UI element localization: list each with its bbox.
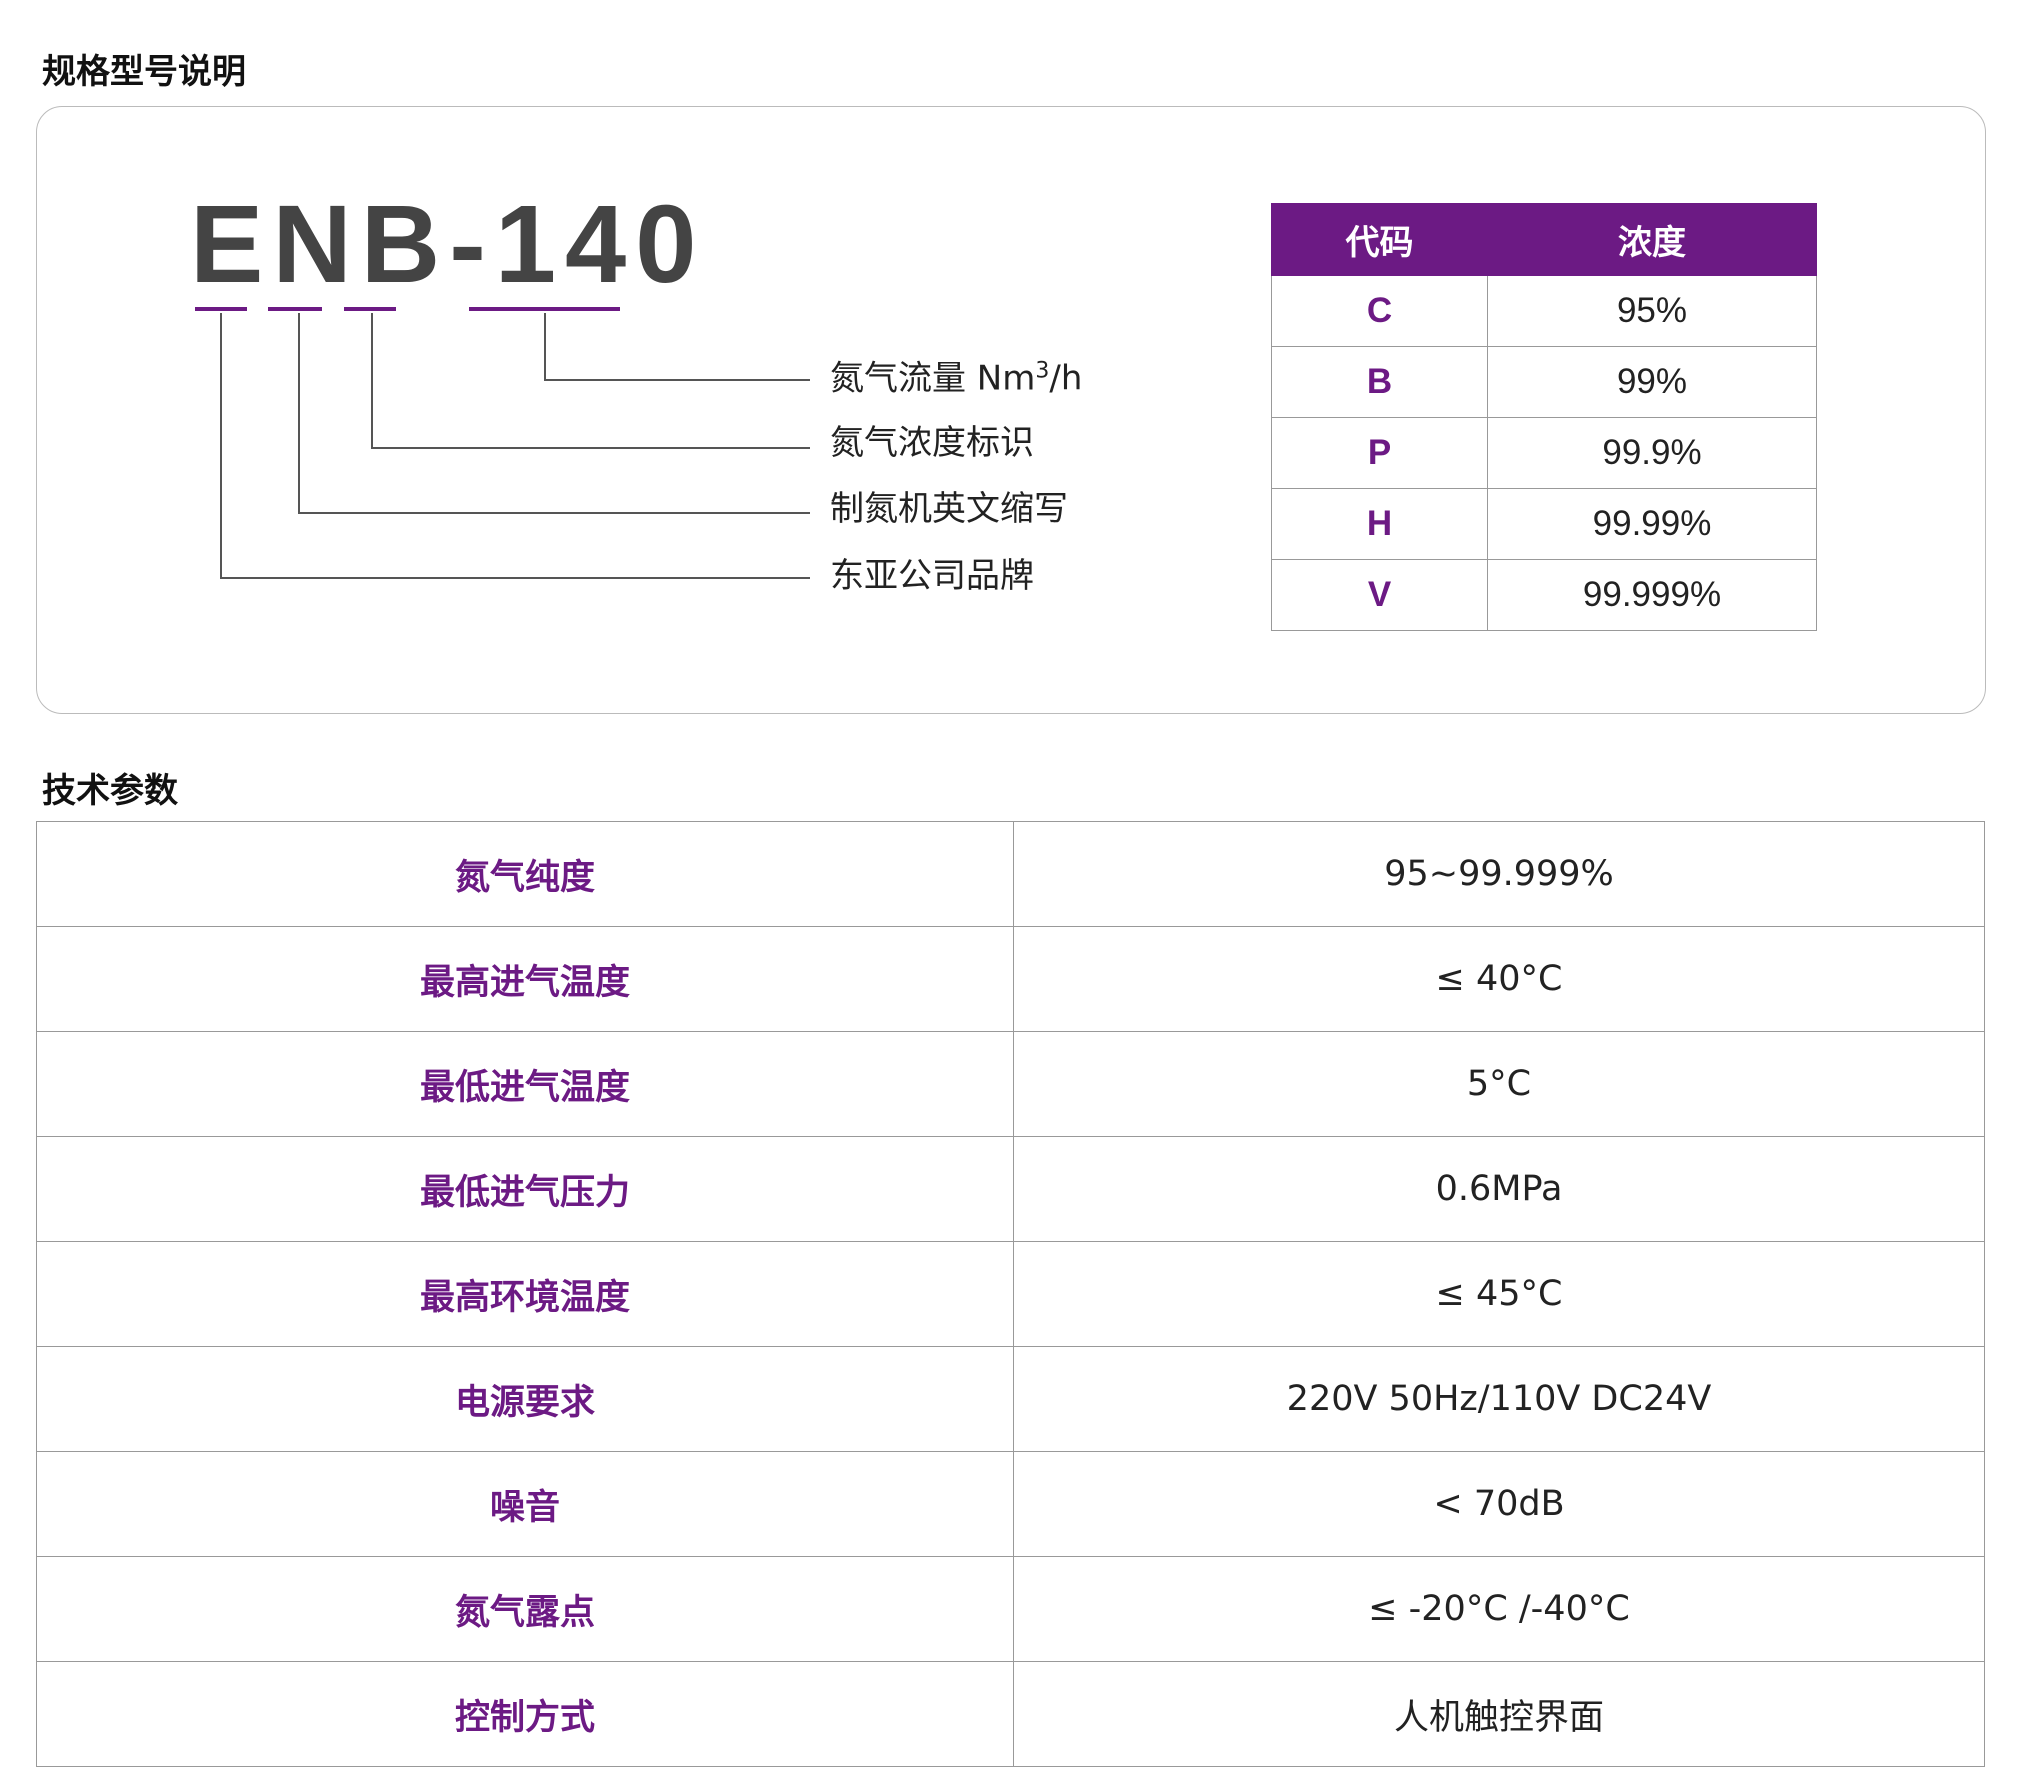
model-spec-panel [36, 106, 1986, 714]
table-header: 代码 浓度 [1271, 203, 1817, 276]
purity-cell: 99% [1487, 346, 1817, 418]
leader-line-type [298, 313, 300, 512]
section-title-tech-params: 技术参数 [42, 771, 178, 811]
tech-params-table: 氮气纯度 95~99.999% 最高进气温度 ≤ 40°C 最低进气温度 5°C 最低… [36, 821, 1985, 1767]
param-name: 噪音 [36, 1451, 1014, 1557]
param-name: 控制方式 [36, 1661, 1014, 1767]
param-name: 氮气纯度 [36, 821, 1014, 927]
leader-line-flow-h [544, 379, 810, 381]
leader-line-brand [220, 313, 222, 577]
table-row: C 95% [1271, 275, 1817, 347]
purity-cell: 99.9% [1487, 417, 1817, 489]
underline-flow [469, 307, 620, 311]
underline-brand [195, 307, 247, 311]
param-name: 最高环境温度 [36, 1241, 1014, 1347]
leader-line-purity-h [371, 447, 810, 449]
code-cell: V [1271, 559, 1488, 631]
label-flow: 氮气流量 Nm3/h [830, 358, 1083, 399]
table-row: 氮气纯度 95~99.999% [36, 821, 1985, 927]
header-purity: 浓度 [1487, 203, 1817, 276]
table-row: 最低进气温度 5°C [36, 1031, 1985, 1137]
param-name: 最低进气温度 [36, 1031, 1014, 1137]
param-value: 95~99.999% [1013, 821, 1985, 927]
table-row: 控制方式 人机触控界面 [36, 1661, 1985, 1767]
header-code: 代码 [1271, 203, 1488, 276]
code-cell: C [1271, 275, 1488, 347]
leader-line-brand-h [220, 577, 810, 579]
purity-cell: 99.999% [1487, 559, 1817, 631]
model-code: ENB-140 [190, 183, 706, 306]
table-row: 噪音 < 70dB [36, 1451, 1985, 1557]
param-value: ≤ 45°C [1013, 1241, 1985, 1347]
param-name: 氮气露点 [36, 1556, 1014, 1662]
param-value: 人机触控界面 [1013, 1661, 1985, 1767]
label-type: 制氮机英文缩写 [830, 489, 1068, 529]
table-row: 电源要求 220V 50Hz/110V DC24V [36, 1346, 1985, 1452]
purity-cell: 95% [1487, 275, 1817, 347]
table-row: 最低进气压力 0.6MPa [36, 1136, 1985, 1242]
param-value: 220V 50Hz/110V DC24V [1013, 1346, 1985, 1452]
underline-purity [344, 307, 396, 311]
purity-cell: 99.99% [1487, 488, 1817, 560]
code-cell: B [1271, 346, 1488, 418]
table-row: 最高环境温度 ≤ 45°C [36, 1241, 1985, 1347]
purity-code-table: 代码 浓度 C 95% B 99% P 99.9% H 99.99% V 99.999% [1271, 203, 1817, 631]
param-value: ≤ 40°C [1013, 926, 1985, 1032]
param-name: 最低进气压力 [36, 1136, 1014, 1242]
param-value: < 70dB [1013, 1451, 1985, 1557]
leader-line-type-h [298, 512, 810, 514]
leader-line-purity [371, 313, 373, 447]
table-row: V 99.999% [1271, 559, 1817, 631]
code-cell: P [1271, 417, 1488, 489]
param-value: 5°C [1013, 1031, 1985, 1137]
param-name: 电源要求 [36, 1346, 1014, 1452]
underline-type [268, 307, 322, 311]
param-value: ≤ -20°C /-40°C [1013, 1556, 1985, 1662]
table-row: P 99.9% [1271, 417, 1817, 489]
param-name: 最高进气温度 [36, 926, 1014, 1032]
table-row: 最高进气温度 ≤ 40°C [36, 926, 1985, 1032]
table-row: 氮气露点 ≤ -20°C /-40°C [36, 1556, 1985, 1662]
code-cell: H [1271, 488, 1488, 560]
table-row: B 99% [1271, 346, 1817, 418]
section-title-model-spec: 规格型号说明 [42, 52, 246, 92]
param-value: 0.6MPa [1013, 1136, 1985, 1242]
leader-line-flow [544, 313, 546, 379]
table-row: H 99.99% [1271, 488, 1817, 560]
label-brand: 东亚公司品牌 [830, 556, 1034, 596]
label-purity: 氮气浓度标识 [830, 423, 1034, 463]
